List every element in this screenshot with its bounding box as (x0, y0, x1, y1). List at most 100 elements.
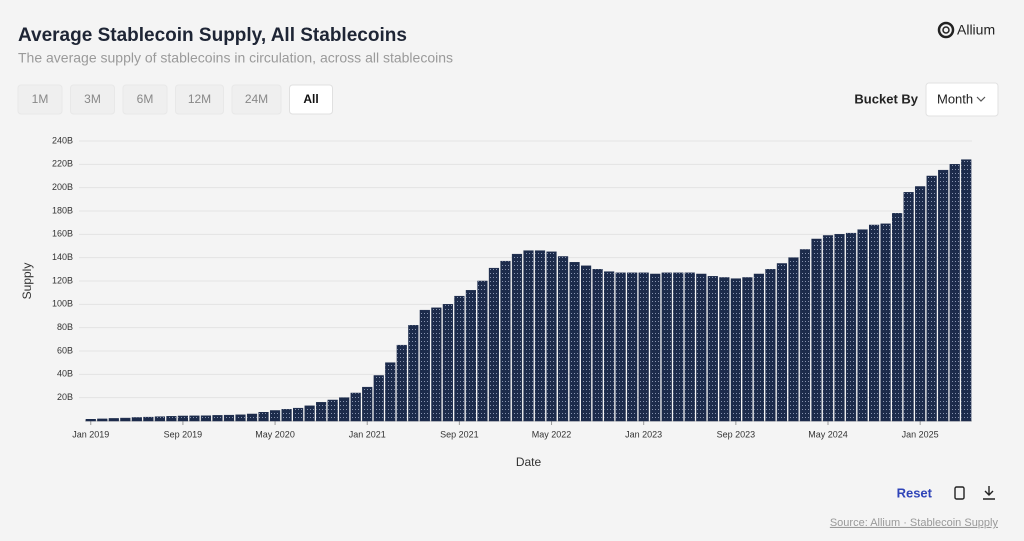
bar (742, 277, 753, 422)
y-tick-label: 240B (52, 135, 73, 145)
subtitle: The average supply of stablecoins in cir… (18, 50, 453, 66)
range-label[interactable]: 3M (84, 92, 101, 106)
bar (477, 280, 488, 422)
bar (604, 271, 615, 422)
bar (834, 234, 845, 422)
download-icon[interactable] (983, 486, 995, 500)
y-tick-label: 100B (52, 299, 73, 309)
brand-logo-inner (942, 26, 950, 34)
title: Average Stablecoin Supply, All Stablecoi… (18, 25, 407, 46)
bar (154, 416, 165, 422)
bar (915, 186, 926, 422)
range-label[interactable]: 1M (32, 92, 49, 106)
range-button[interactable] (175, 84, 224, 115)
reset-button[interactable]: Reset (897, 485, 933, 500)
x-tick-label: Jan 2023 (625, 429, 662, 439)
x-tick-label: Jan 2025 (902, 429, 939, 439)
x-tick-label: Sep 2019 (164, 429, 203, 439)
range-button[interactable] (231, 84, 282, 115)
bar (327, 399, 338, 422)
bucket-value[interactable]: Month (937, 91, 973, 106)
bar (281, 409, 292, 422)
bar (200, 415, 212, 422)
bar (212, 415, 223, 422)
bar (339, 397, 350, 422)
range-button[interactable] (70, 84, 115, 115)
bar (857, 229, 868, 422)
bar (581, 265, 592, 422)
bar (892, 213, 903, 422)
bar (293, 407, 304, 422)
bar (108, 418, 119, 422)
bar (120, 417, 131, 422)
y-tick-label: 160B (52, 229, 73, 239)
bar (938, 169, 949, 422)
bar (684, 272, 695, 422)
bar (534, 250, 546, 422)
bar (557, 256, 569, 422)
x-tick-label: Sep 2021 (440, 429, 479, 439)
bar (753, 273, 764, 422)
bar (523, 250, 534, 422)
bar (696, 273, 707, 422)
bar (511, 253, 523, 422)
bar (258, 412, 269, 422)
bar (730, 278, 741, 422)
range-label[interactable]: 24M (245, 92, 268, 106)
bar (880, 223, 891, 422)
bar (719, 277, 730, 422)
bucket-label: Bucket By (854, 91, 918, 106)
copy-icon[interactable] (954, 486, 965, 500)
y-axis-label: Supply (20, 263, 34, 300)
bar (845, 232, 857, 422)
brand: Allium (957, 22, 995, 38)
bar (822, 235, 834, 422)
bucket-dropdown[interactable] (925, 82, 999, 117)
source: Source: Allium · Stablecoin Supply (830, 517, 999, 529)
range-label[interactable]: All (303, 92, 318, 106)
bar (488, 267, 500, 422)
x-tick-label: May 2024 (808, 429, 848, 439)
range-label[interactable]: 12M (188, 92, 211, 106)
x-tick-label: Jan 2019 (72, 429, 109, 439)
bar (592, 269, 603, 422)
bar (765, 269, 776, 422)
bar (454, 295, 465, 422)
bar (362, 386, 373, 422)
range-label[interactable]: 6M (137, 92, 154, 106)
bar (373, 375, 384, 422)
bar (85, 419, 96, 422)
bar (431, 307, 442, 422)
bar (408, 325, 419, 422)
bar (166, 416, 177, 422)
bar (419, 309, 430, 422)
x-tick-label: May 2022 (532, 429, 572, 439)
bar (500, 260, 511, 422)
y-tick-label: 40B (57, 369, 73, 379)
bar (650, 273, 661, 422)
bar (673, 272, 684, 422)
x-tick-label: May 2020 (255, 429, 295, 439)
bar (350, 392, 361, 422)
bar (235, 414, 246, 422)
bar (385, 362, 396, 422)
bar (465, 290, 476, 422)
bar (661, 272, 672, 422)
bar (569, 262, 580, 422)
bar (316, 402, 327, 422)
bar (97, 418, 108, 422)
bar (868, 224, 880, 422)
y-tick-label: 60B (57, 345, 73, 355)
bar (903, 192, 914, 422)
y-tick-label: 120B (52, 275, 73, 285)
bar (223, 414, 235, 422)
range-button[interactable] (289, 84, 333, 115)
range-button[interactable] (122, 84, 168, 115)
bar (776, 263, 788, 422)
bar (788, 257, 799, 422)
y-tick-label: 180B (52, 205, 73, 215)
bar (546, 251, 557, 422)
range-button[interactable] (17, 84, 63, 115)
bar (269, 410, 281, 422)
